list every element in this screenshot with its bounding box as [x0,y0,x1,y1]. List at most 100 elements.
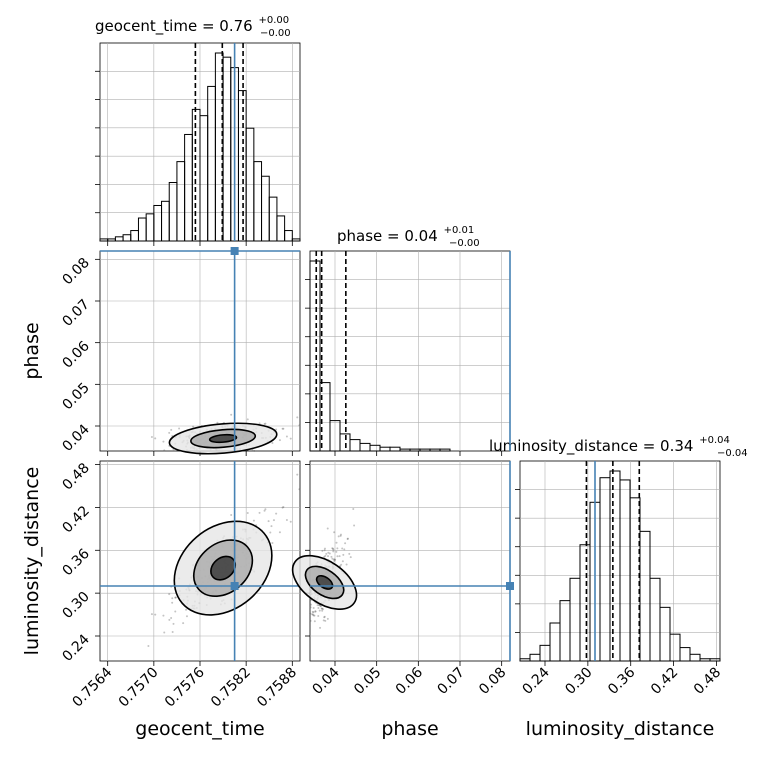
hist-bar-phase-13 [439,448,451,452]
scatter-point [346,538,349,541]
truth-marker-phase-vs-geocent_time [230,247,239,255]
hist-bar-phase-3 [339,433,351,452]
scatter-point [168,618,171,621]
scatter-point [324,554,327,557]
hist-bar-geocent_time-6 [145,213,155,242]
xtick-label-luminosity_distance-2: 0.36 [605,664,638,697]
scatter-point [327,555,330,558]
title-phase-sup: +0.01 [444,225,475,236]
scatter-point [335,550,338,553]
scatter-point [344,542,347,545]
scatter-point [258,511,261,514]
xtick-label-geocent_time-4: 0.7588 [254,665,300,711]
hist-bar-geocent_time-8 [161,200,170,242]
scatter-point [216,421,219,424]
scatter-point [154,437,157,440]
scatter-point [309,619,312,622]
xtick-label-phase-0: 0.04 [309,664,342,697]
scatter-point [178,427,181,430]
scatter-point [174,610,177,613]
scatter-point [339,533,342,536]
ylabel-luminosity-distance: luminosity_distance [21,467,43,656]
scatter-point [342,553,345,556]
hist-bar-geocent_time-11 [184,133,193,242]
scatter-point [349,556,352,559]
scatter-point [316,604,319,607]
scatter-point [150,435,153,438]
scatter-point [313,614,316,617]
scatter-point [333,531,336,534]
scatter-point [335,541,338,544]
xtick-label-phase-3: 0.07 [434,665,467,698]
scatter-point [318,609,321,612]
hist-bar-luminosity_distance-17 [689,653,701,662]
scatter-point [298,488,301,491]
hist-bar-geocent_time-9 [168,182,178,242]
hist-bar-geocent_time-5 [137,217,147,242]
scatter-point [325,552,328,555]
hist-bar-geocent_time-16 [222,56,232,242]
scatter-point [171,597,174,600]
hist-bar-luminosity_distance-18 [699,658,711,662]
scatter-point [341,560,344,563]
scatter-point [328,552,331,555]
scatter-point [309,606,312,609]
hist-bar-luminosity_distance-11 [629,497,641,662]
scatter-point [319,605,322,608]
scatter-point [348,552,351,555]
scatter-point [321,549,324,552]
scatter-point [337,535,340,538]
scatter-point [326,617,329,620]
ytick-label-phase-2: 0.06 [59,338,92,371]
hist-bar-geocent_time-13 [199,115,209,242]
scatter-point [296,416,299,419]
scatter-point [311,613,314,616]
scatter-point [163,631,166,634]
scatter-point [313,620,316,623]
scatter-point [332,558,335,561]
hist-bar-luminosity_distance-19 [709,658,721,662]
hist-bar-phase-6 [369,444,381,452]
scatter-point [162,614,165,617]
scatter-point [312,614,315,617]
scatter-point [246,418,249,421]
xtick-label-luminosity_distance-3: 0.42 [648,665,681,698]
scatter-point [185,608,188,611]
scatter-point [319,604,322,607]
scatter-point [309,599,312,602]
scatter-point [333,558,336,561]
scatter-point [323,547,326,550]
scatter-point [246,512,249,515]
ytick-label-luminosity_distance-3: 0.42 [59,503,92,536]
scatter-point [333,559,336,562]
scatter-point [171,631,174,634]
scatter-point [263,423,266,426]
scatter-point [341,547,344,550]
title-geocent-time-main: geocent_time = 0.76 [95,17,253,36]
ytick-label-phase-4: 0.08 [59,255,92,288]
panel-frame-luminosity_distance-vs-phase [309,460,511,662]
scatter-point [317,606,320,609]
xtick-label-phase-4: 0.08 [476,665,509,698]
hist-bar-geocent_time-20 [253,161,263,242]
hist-bar-geocent_time-23 [276,215,286,242]
title-geocent-time-sup: +0.00 [258,15,289,26]
scatter-point [317,614,320,617]
title-luminosity-distance-main: luminosity_distance = 0.34 [489,437,693,456]
scatter-point [340,563,343,566]
hist-bar-luminosity_distance-0 [519,658,531,662]
title-geocent-time: geocent_time = 0.76 +0.00 [95,15,289,36]
hist-bar-geocent_time-22 [268,196,278,242]
xtick-label-phase-1: 0.05 [351,665,384,698]
scatter-point [346,537,349,540]
scatter-point [182,622,185,625]
hist-bar-luminosity_distance-5 [569,577,581,662]
hist-bar-luminosity_distance-15 [669,633,681,662]
scatter-point [334,558,337,561]
scatter-point [278,439,281,442]
scatter-point [170,616,173,619]
scatter-point [172,622,175,625]
scatter-point [270,525,273,528]
